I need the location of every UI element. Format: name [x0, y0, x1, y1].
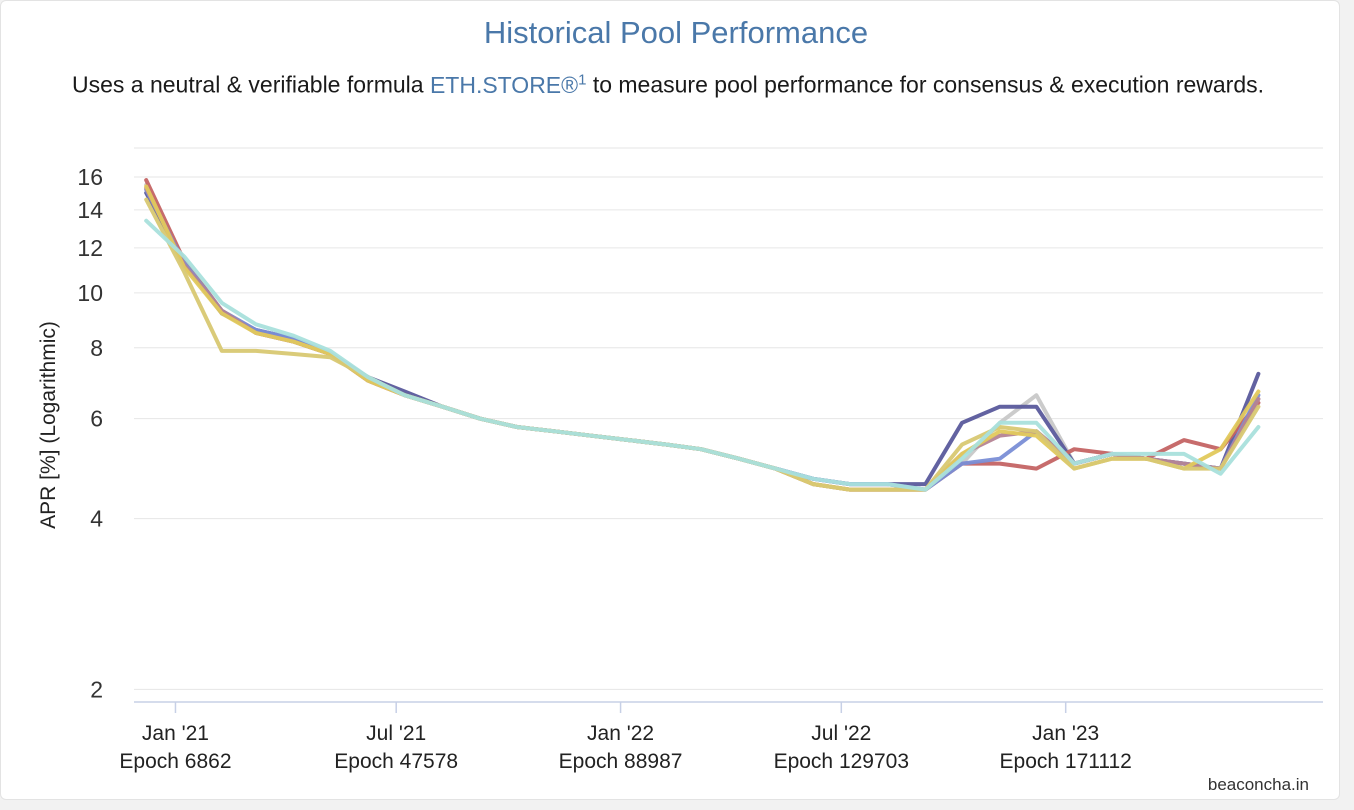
series-line-3 — [144, 178, 1261, 492]
subtitle-text-end: to measure pool performance for consensu… — [586, 71, 1265, 98]
y-tick-label: 6 — [90, 406, 103, 432]
subtitle-text-start: Uses a neutral & verifiable formula — [72, 71, 430, 98]
y-tick-label: 14 — [77, 197, 103, 223]
chart-subtitle: Uses a neutral & verifiable formula ETH.… — [72, 65, 1292, 100]
series-group — [144, 178, 1261, 492]
line-chart: 2 4 6 8 10 12 14 16 APR [%] (Logarithmic) Jan '2… — [37, 147, 1323, 773]
x-tick-label: Jul '22 — [811, 722, 871, 745]
series-line-6 — [144, 184, 1261, 492]
chart-card: Historical Pool Performance Uses a neutr… — [0, 0, 1340, 800]
series-line-2 — [144, 190, 1261, 487]
y-tick-label: 10 — [77, 280, 103, 306]
x-tick-epoch-label: Epoch 129703 — [774, 750, 909, 773]
x-tick-label: Jan '23 — [1032, 722, 1099, 745]
x-tick-epoch-label: Epoch 6862 — [119, 750, 231, 773]
eth-store-link-label[interactable]: ETH.STORE® — [429, 71, 579, 98]
y-axis-title: APR [%] (Logarithmic) — [37, 321, 60, 529]
footnote-marker: 1 — [578, 71, 587, 88]
x-tick-label: Jan '22 — [587, 722, 654, 745]
series-line-5 — [144, 186, 1261, 492]
x-axis: Jan '21 Epoch 6862 Jul '21 Epoch 47578 Jan '… — [119, 701, 1323, 773]
series-line-1 — [144, 182, 1261, 492]
chart-title: Historical Pool Performance — [483, 15, 869, 50]
grid-lines — [134, 147, 1323, 690]
series-line-4 — [144, 187, 1261, 492]
x-tick-label: Jul '21 — [366, 722, 426, 745]
credit-link[interactable]: beaconcha.in — [1207, 775, 1309, 794]
eth-store-link[interactable]: ETH.STORE®1 — [429, 71, 587, 98]
x-tick-epoch-label: Epoch 88987 — [559, 750, 683, 773]
series-line-8 — [144, 218, 1261, 492]
y-tick-label: 2 — [90, 676, 103, 702]
y-tick-label: 16 — [77, 164, 103, 190]
x-tick-epoch-label: Epoch 47578 — [334, 750, 458, 773]
x-tick-epoch-label: Epoch 171112 — [1000, 750, 1132, 773]
y-axis: 2 4 6 8 10 12 14 16 APR [%] (Logarithmic) — [37, 164, 103, 702]
x-tick-label: Jan '21 — [142, 722, 209, 745]
y-tick-label: 8 — [90, 335, 103, 361]
y-tick-label: 4 — [90, 506, 103, 532]
y-tick-label: 12 — [77, 235, 103, 261]
